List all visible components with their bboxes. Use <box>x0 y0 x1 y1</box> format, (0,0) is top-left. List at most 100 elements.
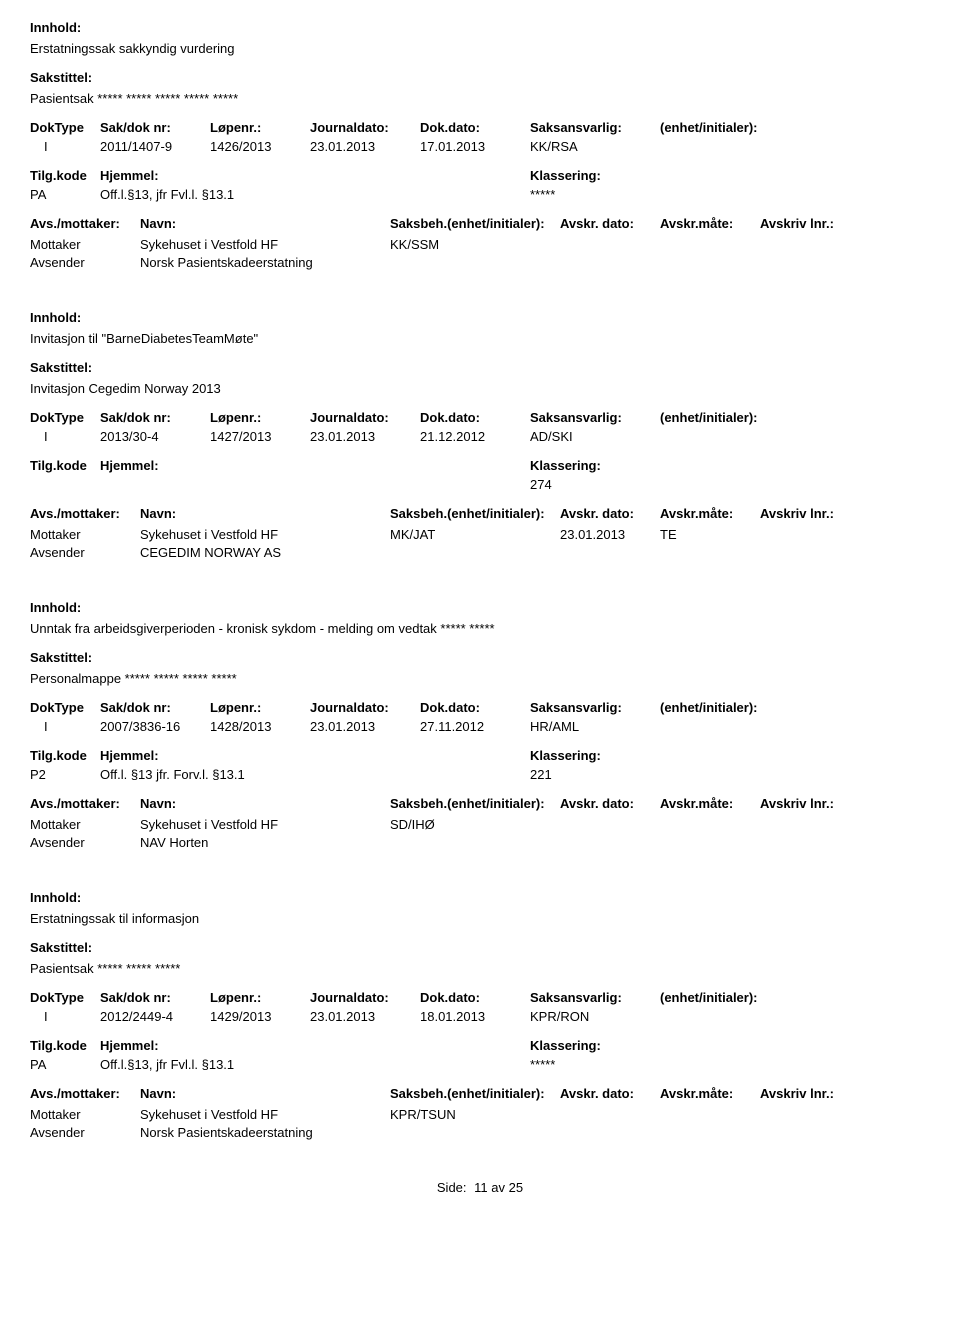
val-sakdok: 2007/3836-16 <box>100 719 210 734</box>
hdr-avsmot: Avs./mottaker: <box>30 506 140 521</box>
tilg-data-row: P2 Off.l. §13 jfr. Forv.l. §13.1 221 <box>30 767 930 782</box>
party-avskr-mate <box>660 835 760 850</box>
party-avskr-mate <box>660 255 760 270</box>
party-saksbeh: KK/SSM <box>390 237 560 252</box>
record-data-row: I 2011/1407-9 1426/2013 23.01.2013 17.01… <box>30 139 930 154</box>
hdr-journaldato: Journaldato: <box>310 990 420 1005</box>
val-lopenr: 1426/2013 <box>210 139 310 154</box>
record-header-row: DokType Sak/dok nr: Løpenr.: Journaldato… <box>30 700 930 715</box>
val-klassering: 274 <box>530 477 830 492</box>
hdr-journaldato: Journaldato: <box>310 700 420 715</box>
party-saksbeh: SD/IHØ <box>390 817 560 832</box>
footer-total: 25 <box>509 1180 523 1195</box>
val-journaldato: 23.01.2013 <box>310 1009 420 1024</box>
hdr-navn: Navn: <box>140 796 390 811</box>
party-saksbeh <box>390 1125 560 1140</box>
val-tilgkode <box>30 477 100 492</box>
val-hjemmel <box>100 477 530 492</box>
party-name: Norsk Pasientskadeerstatning <box>140 255 390 270</box>
hdr-dokdato: Dok.dato: <box>420 700 530 715</box>
hdr-doktype: DokType <box>30 990 100 1005</box>
hdr-hjemmel: Hjemmel: <box>100 458 530 473</box>
val-doktype: I <box>30 719 100 734</box>
party-avskr-lnr <box>760 527 860 542</box>
val-hjemmel: Off.l.§13, jfr Fvl.l. §13.1 <box>100 1057 530 1072</box>
val-dokdato: 18.01.2013 <box>420 1009 530 1024</box>
hdr-avskrdato: Avskr. dato: <box>560 796 660 811</box>
sakstittel-text: Pasientsak ***** ***** ***** ***** ***** <box>30 91 930 106</box>
party-row: Avsender Norsk Pasientskadeerstatning <box>30 1125 930 1140</box>
hdr-journaldato: Journaldato: <box>310 120 420 135</box>
tilg-data-row: PA Off.l.§13, jfr Fvl.l. §13.1 ***** <box>30 1057 930 1072</box>
tilg-data-row: PA Off.l.§13, jfr Fvl.l. §13.1 ***** <box>30 187 930 202</box>
hdr-doktype: DokType <box>30 120 100 135</box>
journal-record: Innhold: Unntak fra arbeidsgiverperioden… <box>30 600 930 850</box>
val-sakdok: 2013/30-4 <box>100 429 210 444</box>
party-avskr-dato <box>560 817 660 832</box>
hdr-enhet: (enhet/initialer): <box>660 410 810 425</box>
record-header-row: DokType Sak/dok nr: Løpenr.: Journaldato… <box>30 990 930 1005</box>
val-tilgkode: PA <box>30 187 100 202</box>
party-avskr-mate <box>660 237 760 252</box>
hdr-saksansvarlig: Saksansvarlig: <box>530 410 660 425</box>
record-header-row: DokType Sak/dok nr: Løpenr.: Journaldato… <box>30 120 930 135</box>
party-role: Mottaker <box>30 527 140 542</box>
hdr-avskrlnr: Avskriv lnr.: <box>760 796 860 811</box>
records-container: Innhold: Erstatningssak sakkyndig vurder… <box>30 20 930 1140</box>
val-journaldato: 23.01.2013 <box>310 139 420 154</box>
party-avskr-lnr <box>760 1125 860 1140</box>
hdr-journaldato: Journaldato: <box>310 410 420 425</box>
party-avskr-dato <box>560 545 660 560</box>
hdr-saksansvarlig: Saksansvarlig: <box>530 120 660 135</box>
journal-record: Innhold: Invitasjon til "BarneDiabetesTe… <box>30 310 930 560</box>
party-avskr-mate <box>660 1107 760 1122</box>
val-journaldato: 23.01.2013 <box>310 719 420 734</box>
hdr-avskrlnr: Avskriv lnr.: <box>760 216 860 231</box>
party-role: Mottaker <box>30 817 140 832</box>
hdr-hjemmel: Hjemmel: <box>100 168 530 183</box>
label-sakstittel: Sakstittel: <box>30 360 930 375</box>
val-klassering: ***** <box>530 1057 830 1072</box>
hdr-navn: Navn: <box>140 506 390 521</box>
hdr-avskrmate: Avskr.måte: <box>660 796 760 811</box>
footer-av: av <box>491 1180 505 1195</box>
label-innhold: Innhold: <box>30 890 930 905</box>
hdr-navn: Navn: <box>140 1086 390 1101</box>
footer-page: 11 <box>474 1180 488 1195</box>
innhold-text: Erstatningssak til informasjon <box>30 911 930 926</box>
val-lopenr: 1428/2013 <box>210 719 310 734</box>
val-enhet <box>660 719 810 734</box>
party-row: Mottaker Sykehuset i Vestfold HF MK/JAT … <box>30 527 930 542</box>
hdr-saksansvarlig: Saksansvarlig: <box>530 990 660 1005</box>
val-saksansvarlig: AD/SKI <box>530 429 660 444</box>
party-header-row: Avs./mottaker: Navn: Saksbeh.(enhet/init… <box>30 506 930 521</box>
hdr-dokdato: Dok.dato: <box>420 990 530 1005</box>
val-enhet <box>660 429 810 444</box>
hdr-avskrmate: Avskr.måte: <box>660 216 760 231</box>
hdr-navn: Navn: <box>140 216 390 231</box>
party-header-row: Avs./mottaker: Navn: Saksbeh.(enhet/init… <box>30 1086 930 1101</box>
hdr-sakdok: Sak/dok nr: <box>100 120 210 135</box>
val-klassering: ***** <box>530 187 830 202</box>
hdr-klassering: Klassering: <box>530 1038 830 1053</box>
hdr-avskrlnr: Avskriv lnr.: <box>760 1086 860 1101</box>
val-dokdato: 21.12.2012 <box>420 429 530 444</box>
tilg-header-row: Tilg.kode Hjemmel: Klassering: <box>30 458 930 473</box>
sakstittel-text: Pasientsak ***** ***** ***** <box>30 961 930 976</box>
party-avskr-mate <box>660 817 760 832</box>
party-avskr-mate <box>660 1125 760 1140</box>
innhold-text: Invitasjon til "BarneDiabetesTeamMøte" <box>30 331 930 346</box>
hdr-avskrmate: Avskr.måte: <box>660 1086 760 1101</box>
tilg-header-row: Tilg.kode Hjemmel: Klassering: <box>30 748 930 763</box>
hdr-avskrdato: Avskr. dato: <box>560 216 660 231</box>
hdr-dokdato: Dok.dato: <box>420 120 530 135</box>
party-row: Avsender NAV Horten <box>30 835 930 850</box>
hdr-hjemmel: Hjemmel: <box>100 748 530 763</box>
tilg-header-row: Tilg.kode Hjemmel: Klassering: <box>30 168 930 183</box>
val-lopenr: 1427/2013 <box>210 429 310 444</box>
party-saksbeh <box>390 545 560 560</box>
hdr-klassering: Klassering: <box>530 748 830 763</box>
hdr-sakdok: Sak/dok nr: <box>100 410 210 425</box>
party-avskr-lnr <box>760 237 860 252</box>
hdr-dokdato: Dok.dato: <box>420 410 530 425</box>
